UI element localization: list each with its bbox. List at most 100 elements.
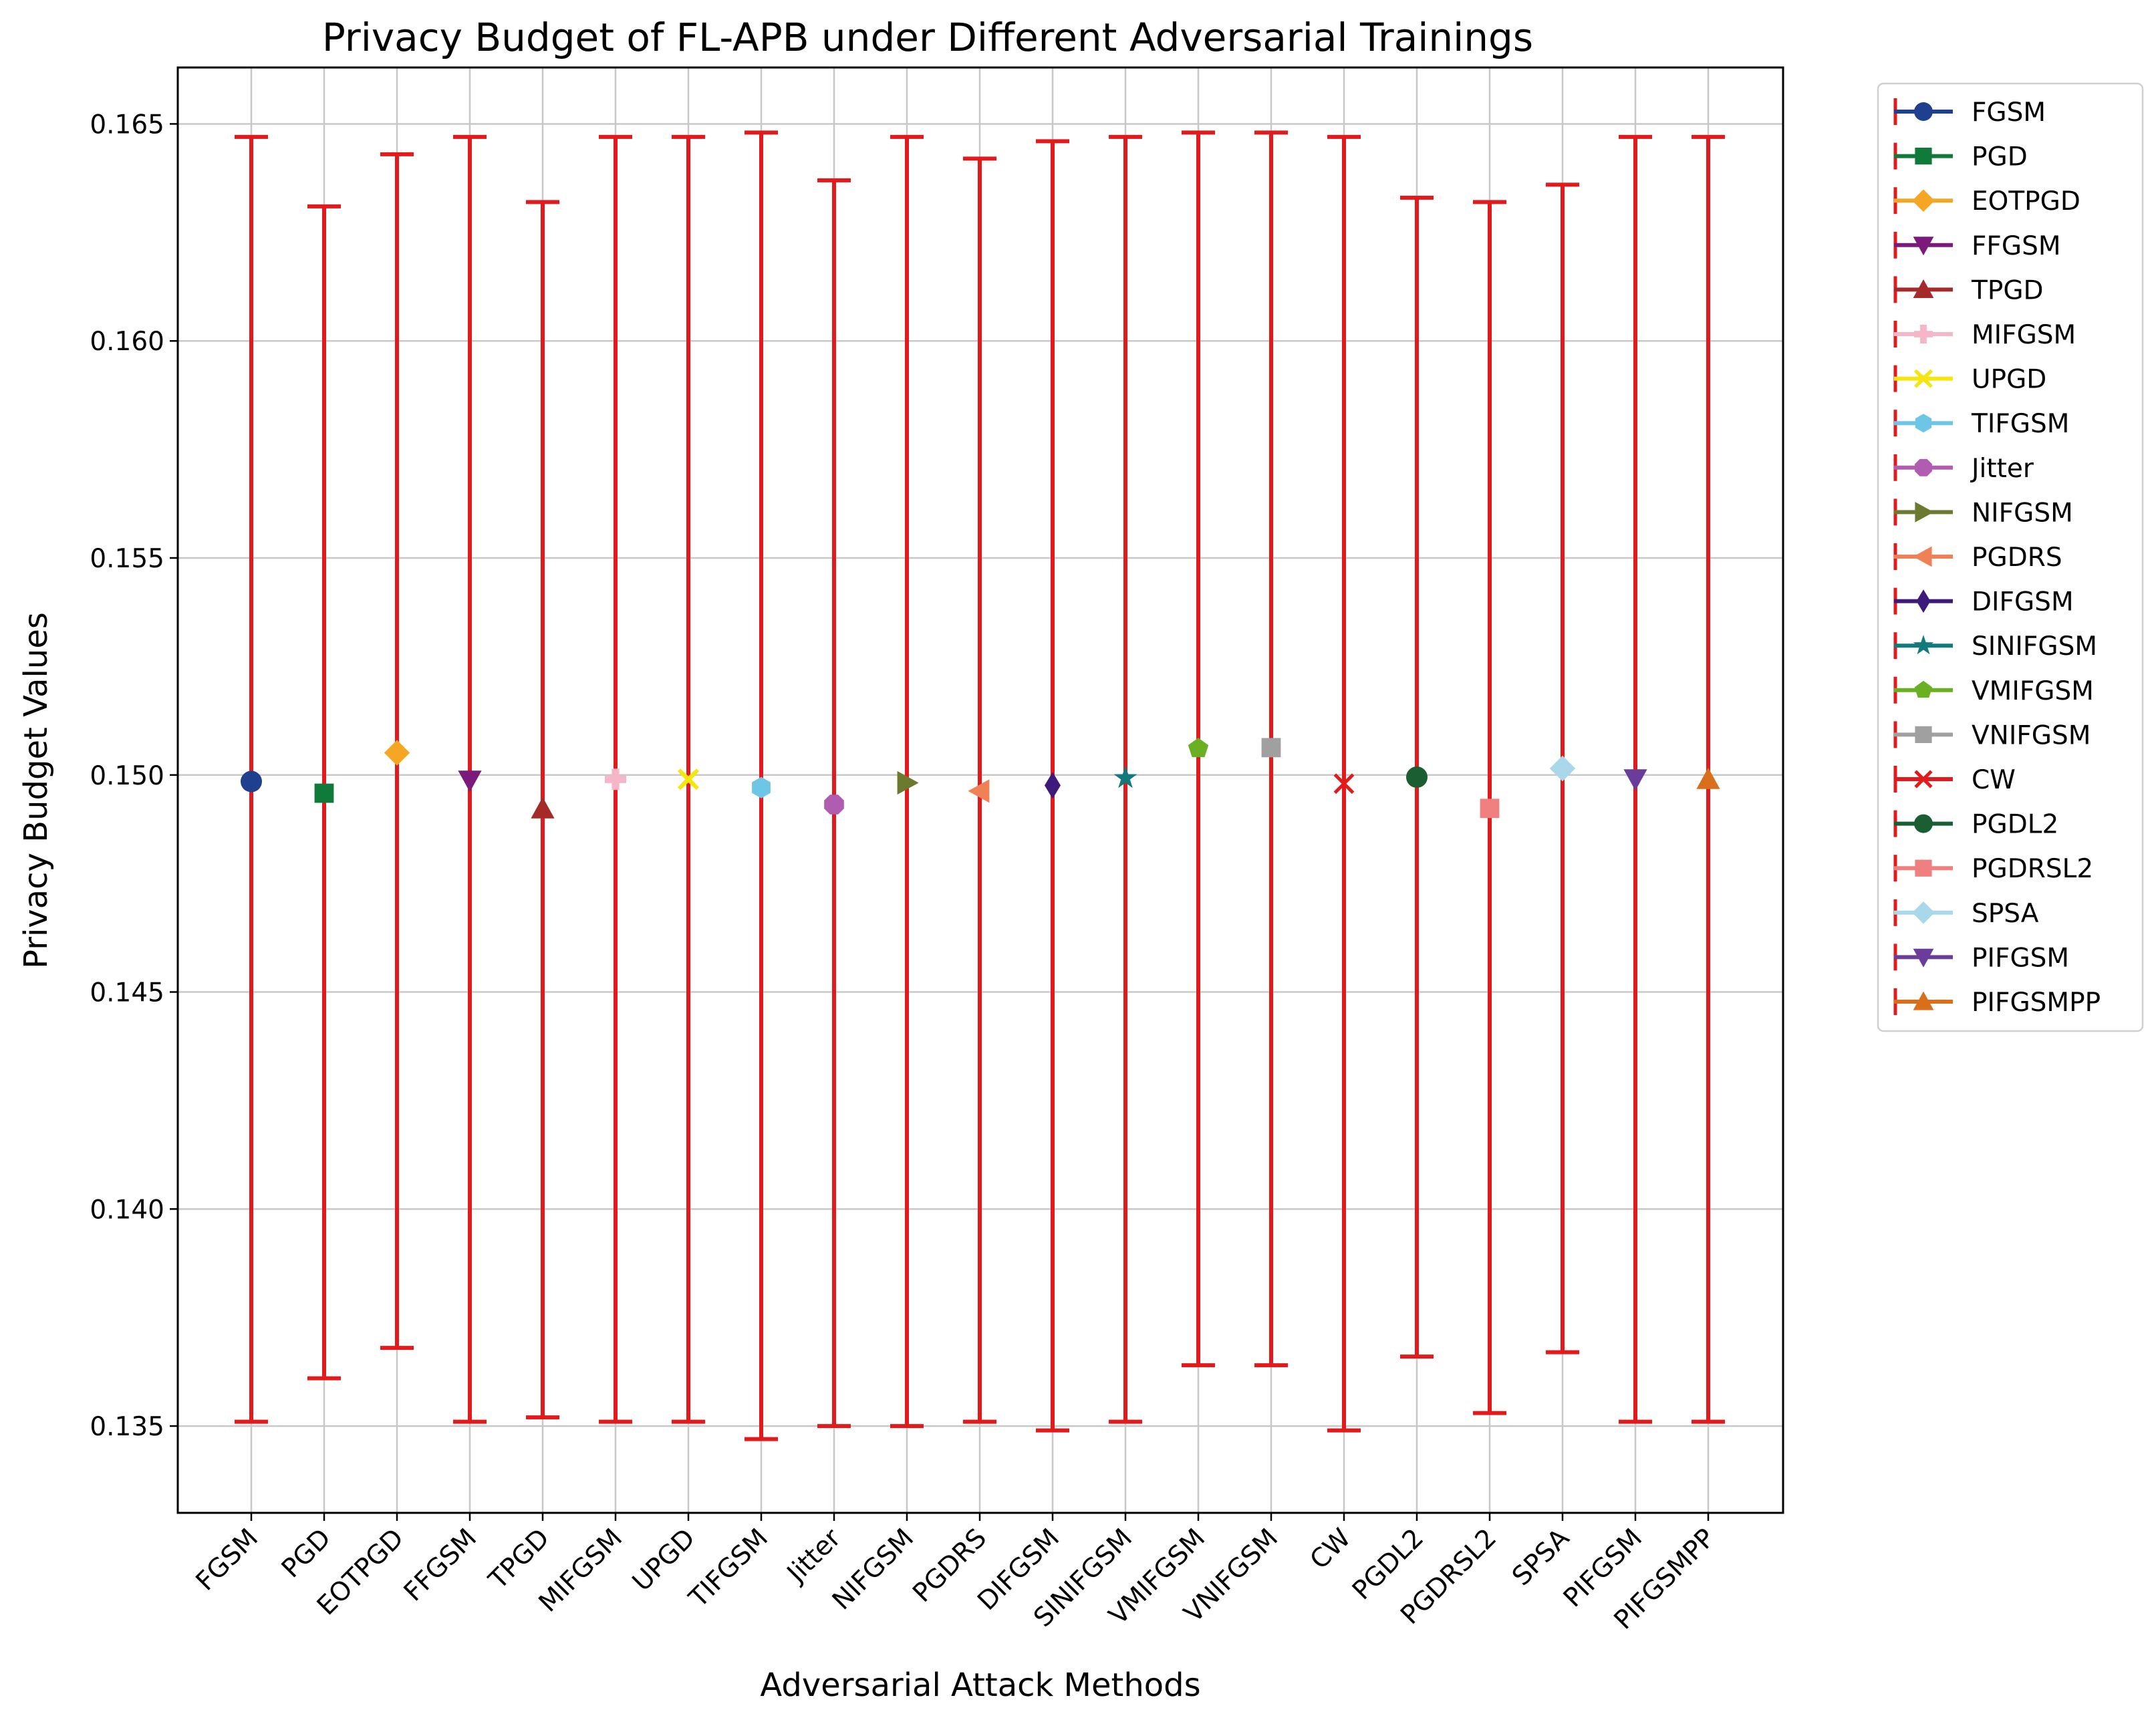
legend-item: TPGD [1893,275,2044,305]
legend-marker [1914,680,1933,698]
legend-label: MIFGSM [1972,320,2076,350]
legend-marker [1913,237,1934,256]
legend-label: PGDRS [1972,543,2062,573]
y-axis: 0.135 0.140 0.145 0.150 0.155 0.160 0.165 [90,110,178,1442]
x-tick-label: CW [1305,1523,1357,1575]
x-tick-label: FFGSM [398,1523,483,1607]
legend-label: EOTPGD [1972,186,2080,217]
legend-label: PIFGSM [1972,943,2069,973]
data-point [1696,767,1720,789]
data-point [968,779,990,803]
y-axis-label: Privacy Budget Values [17,612,55,969]
data-points [241,738,1720,819]
legend-item: CW [1893,765,2016,795]
legend-marker [1915,458,1932,476]
x-tick-label: NIFGSM [827,1523,920,1616]
legend-marker [1914,325,1933,343]
y-tick-label: 0.160 [90,327,164,357]
legend-item: PGDL2 [1893,810,2058,840]
error-bars [235,130,1725,1441]
legend-label: PIFGSMPP [1972,988,2101,1018]
legend-marker [1915,148,1932,165]
legend-item: FFGSM [1893,231,2061,261]
data-point [1188,738,1209,758]
legend-frame [1877,82,2144,1032]
legend-marker [1913,991,1934,1010]
legend-label: TIFGSM [1971,409,2069,439]
legend-label: PGDL2 [1972,810,2058,840]
data-point [1113,765,1137,789]
data-point [531,797,555,819]
legend-label: UPGD [1972,365,2046,395]
legend-item: VNIFGSM [1893,720,2091,750]
legend-marker [1913,546,1932,567]
legend-item: PGDRS [1893,543,2062,573]
y-tick-label: 0.155 [90,544,164,574]
data-point [384,740,410,766]
legend-item: NIFGSM [1893,498,2073,528]
legend-marker [1913,635,1934,655]
legend-item: UPGD [1893,365,2046,395]
legend-label: FGSM [1972,98,2046,128]
x-tick-label: PGD [276,1523,337,1584]
y-tick-label: 0.135 [90,1412,164,1442]
legend-label: SINIFGSM [1972,631,2097,662]
legend-marker [1914,814,1933,833]
legend-marker [1915,726,1932,743]
legend-item: Jitter [1893,454,2034,484]
legend-label: VMIFGSM [1972,676,2094,706]
legend-item: FGSM [1893,98,2046,128]
x-tick-label: SPSA [1506,1523,1575,1592]
legend-marker [1913,948,1934,968]
legend-item: PGDRSL2 [1893,854,2093,884]
legend-marker [1916,589,1931,613]
legend-item: SPSA [1893,899,2039,929]
legend-label: FFGSM [1972,231,2061,261]
x-axis-label: Adversarial Attack Methods [760,1667,1200,1704]
legend-label: DIFGSM [1972,587,2074,617]
x-tick-label: Jitter [780,1523,847,1590]
legend-label: NIFGSM [1972,498,2073,528]
data-point [897,770,919,795]
chart-title: Privacy Budget of FL-APB under Different… [322,15,1533,60]
legend-marker [1914,770,1933,789]
legend-marker [1914,369,1933,388]
legend-item: PIFGSMPP [1893,988,2101,1018]
legend-item: TIFGSM [1893,409,2069,439]
data-point [678,768,699,791]
legend-label: PGDRSL2 [1972,854,2093,884]
legend-item: SINIFGSM [1893,631,2097,662]
legend-item: PGD [1893,142,2028,172]
y-tick-label: 0.145 [90,978,164,1008]
legend-item: EOTPGD [1893,186,2080,217]
y-tick-label: 0.165 [90,110,164,140]
legend-marker [1915,414,1932,433]
y-tick-label: 0.150 [90,761,164,791]
legend-label: VNIFGSM [1972,720,2091,750]
data-point [1406,766,1428,789]
data-point [1549,755,1576,782]
data-point [605,768,626,791]
legend-label: Jitter [1970,454,2034,484]
data-point [824,795,844,815]
legend: FGSM PGD EOTPGD FFGSM TPGD MIFGSM UPGD TIFGSM Ji… [1877,82,2144,1032]
legend-item: MIFGSM [1893,320,2076,350]
legend-marker [1912,901,1935,924]
data-point [1623,769,1647,791]
legend-marker [1913,279,1934,298]
data-point [752,776,771,799]
data-point [314,783,334,803]
legend-item: PIFGSM [1893,943,2069,973]
legend-item: DIFGSM [1893,587,2074,617]
legend-label: CW [1972,765,2016,795]
data-point [1333,773,1355,795]
legend-label: TPGD [1971,275,2044,305]
legend-marker [1915,502,1934,523]
legend-marker [1912,189,1935,212]
data-point [241,770,262,793]
data-point [1480,799,1500,819]
legend-item: VMIFGSM [1893,676,2094,706]
data-point [458,770,482,793]
legend-label: PGD [1972,142,2028,172]
